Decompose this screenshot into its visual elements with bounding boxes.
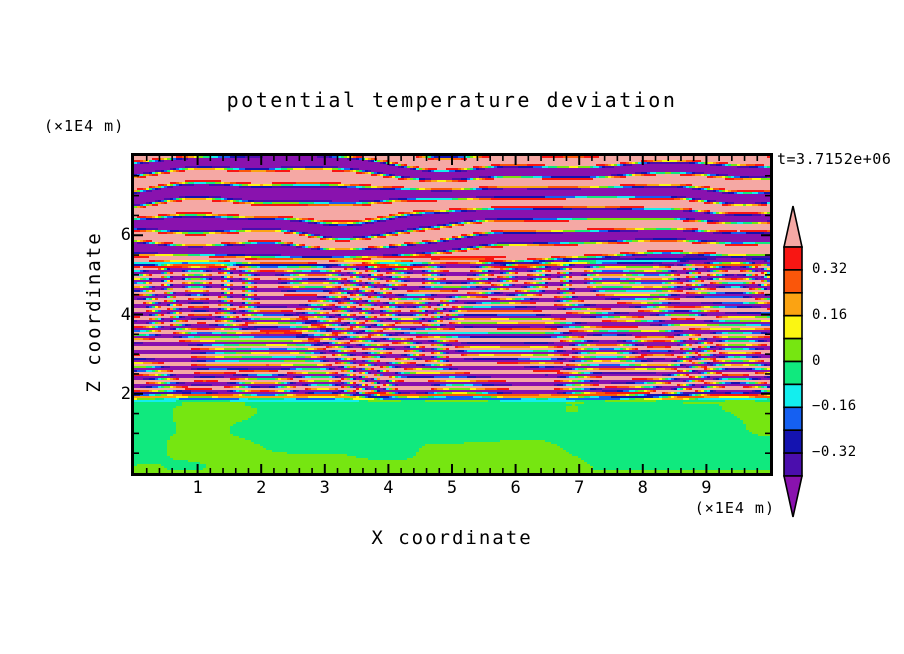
colorbar-segment bbox=[783, 246, 803, 271]
colorbar-segment bbox=[783, 452, 803, 477]
time-annotation: t=3.7152e+06 bbox=[777, 150, 892, 168]
x-axis-title: X coordinate bbox=[371, 527, 533, 549]
x-tick-label: 7 bbox=[574, 478, 585, 498]
colorbar-segment bbox=[783, 406, 803, 432]
x-tick-label: 6 bbox=[510, 478, 521, 498]
colorbar-segment bbox=[783, 292, 803, 317]
colorbar-segment bbox=[783, 269, 803, 294]
x-axis-unit-label: (×1E4 m) bbox=[694, 499, 775, 517]
z-axis-title: Z coordinate bbox=[83, 231, 105, 393]
colorbar-segment bbox=[783, 337, 803, 363]
colorbar-label: 0.32 bbox=[812, 260, 848, 277]
colorbar-label: 0.16 bbox=[812, 306, 848, 323]
x-tick-label: 2 bbox=[256, 478, 267, 498]
contour-field-canvas bbox=[134, 156, 770, 473]
chart-title: potential temperature deviation bbox=[226, 88, 678, 112]
z-tick-label: 2 bbox=[120, 383, 131, 404]
x-tick-label: 1 bbox=[192, 478, 203, 498]
z-tick-label: 6 bbox=[120, 225, 131, 246]
z-axis-unit-label: (×1E4 m) bbox=[44, 117, 125, 135]
colorbar-segment bbox=[783, 360, 803, 386]
colorbar-arrow bbox=[783, 475, 803, 518]
x-tick-label: 5 bbox=[446, 478, 458, 498]
colorbar-segment bbox=[783, 429, 803, 454]
x-tick-label: 9 bbox=[701, 478, 712, 498]
z-tick-label: 4 bbox=[120, 304, 131, 325]
colorbar bbox=[783, 205, 803, 518]
colorbar-segment bbox=[783, 314, 803, 340]
colorbar-label: 0 bbox=[812, 352, 821, 369]
x-tick-label: 8 bbox=[637, 478, 648, 498]
colorbar-label: −0.16 bbox=[812, 398, 857, 415]
x-tick-label: 3 bbox=[319, 478, 330, 498]
colorbar-segment bbox=[783, 383, 803, 409]
colorbar-arrow bbox=[783, 205, 803, 248]
colorbar-label: −0.32 bbox=[812, 444, 857, 461]
x-tick-label: 4 bbox=[383, 478, 394, 498]
